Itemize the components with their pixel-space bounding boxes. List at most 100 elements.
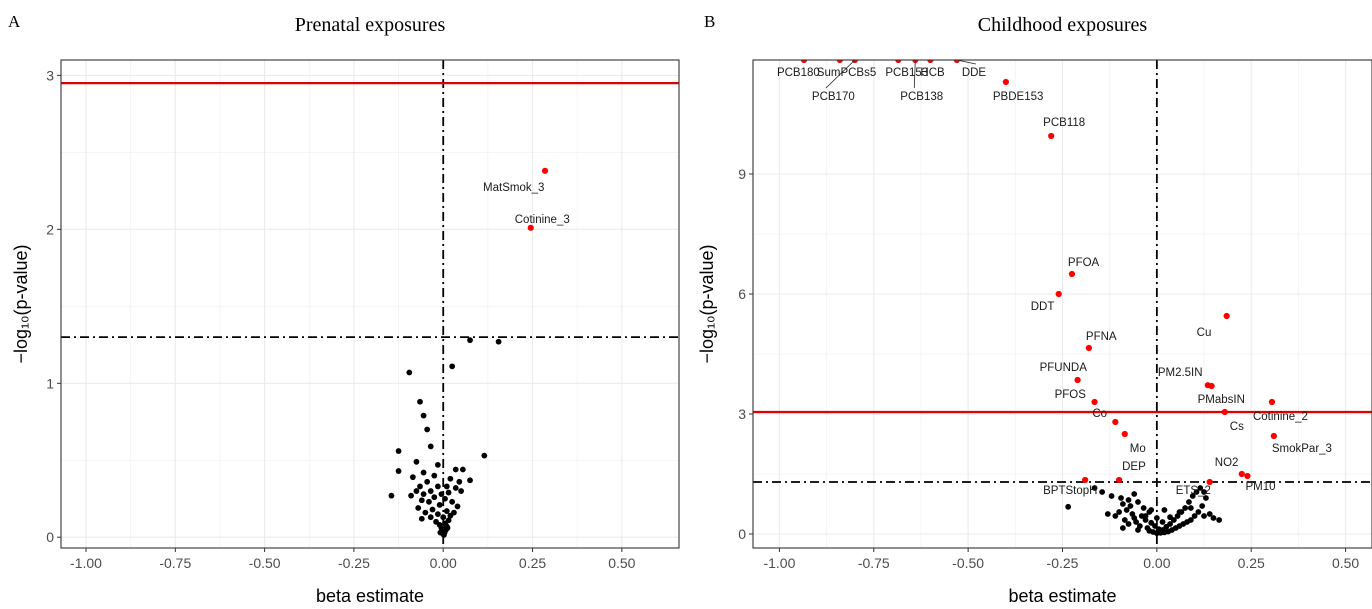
point-label: PM2.5IN bbox=[1158, 367, 1203, 379]
data-point bbox=[417, 398, 423, 405]
data-point bbox=[1131, 491, 1138, 497]
x-tick-label: -0.25 bbox=[1047, 555, 1079, 571]
data-point bbox=[447, 475, 454, 482]
data-point bbox=[444, 525, 451, 531]
data-point bbox=[420, 491, 427, 498]
data-point bbox=[434, 461, 441, 468]
data-point bbox=[442, 495, 448, 502]
point-label: BPTStopH bbox=[1043, 485, 1097, 497]
x-tick-label: -0.25 bbox=[338, 555, 370, 571]
data-point bbox=[1065, 503, 1072, 510]
data-point bbox=[1193, 489, 1200, 495]
significant-point bbox=[1206, 478, 1213, 486]
data-point bbox=[1119, 525, 1126, 531]
data-point bbox=[495, 338, 502, 345]
data-point bbox=[420, 412, 427, 419]
panel-letter: A bbox=[8, 12, 21, 31]
data-point bbox=[443, 483, 450, 490]
data-point bbox=[456, 478, 463, 485]
data-point bbox=[427, 443, 434, 450]
x-tick-label: -1.00 bbox=[70, 555, 102, 571]
plot-area: MatSmok_3 Cotinine_3 bbox=[61, 60, 679, 548]
y-tick-label: 2 bbox=[46, 221, 54, 237]
significant-point bbox=[1116, 476, 1123, 484]
point-label: PCB118 bbox=[1043, 117, 1085, 129]
point-label: PFOA bbox=[1068, 257, 1100, 269]
point-label: NO2 bbox=[1215, 457, 1239, 469]
data-point bbox=[1186, 499, 1192, 505]
data-point bbox=[1099, 489, 1106, 495]
significant-point bbox=[1074, 376, 1081, 384]
data-point bbox=[1152, 523, 1158, 529]
data-point bbox=[1201, 513, 1207, 519]
data-point bbox=[467, 477, 473, 484]
point-label: PCB153 bbox=[885, 67, 928, 79]
point-label: PFNA bbox=[1086, 331, 1117, 343]
significant-point bbox=[836, 60, 843, 64]
point-label: PCB170 bbox=[812, 91, 855, 103]
data-point bbox=[1189, 493, 1196, 499]
data-point bbox=[406, 369, 413, 376]
point-label: DDT bbox=[1031, 301, 1055, 313]
data-point bbox=[1144, 525, 1151, 531]
data-point bbox=[418, 515, 425, 522]
label-leader-line bbox=[913, 60, 916, 89]
data-point bbox=[438, 491, 445, 498]
data-point bbox=[408, 492, 414, 499]
data-point bbox=[426, 498, 432, 505]
chart-title: Childhood exposures bbox=[977, 14, 1148, 36]
x-tick-label: -0.75 bbox=[858, 555, 890, 571]
data-point bbox=[1125, 497, 1132, 503]
point-label: SmokPar_3 bbox=[1272, 443, 1332, 455]
significant-point bbox=[1085, 344, 1093, 352]
significant-point bbox=[1270, 432, 1277, 440]
data-point bbox=[1153, 515, 1160, 521]
significant-point bbox=[851, 60, 859, 64]
significant-point bbox=[1208, 382, 1215, 390]
data-point bbox=[1182, 505, 1189, 511]
y-tick-label: 9 bbox=[738, 166, 746, 182]
data-point bbox=[1191, 513, 1198, 519]
data-point bbox=[1135, 499, 1141, 505]
x-tick-label: -0.75 bbox=[159, 555, 191, 571]
x-tick-label: 0.00 bbox=[1143, 555, 1170, 571]
significant-point bbox=[1221, 408, 1228, 416]
data-point bbox=[467, 337, 473, 344]
point-label: PM10 bbox=[1245, 481, 1275, 493]
y-tick-label: 0 bbox=[738, 526, 746, 542]
plot-frame bbox=[752, 59, 1372, 549]
data-point bbox=[427, 488, 434, 494]
data-point bbox=[1091, 485, 1098, 491]
y-axis-label: −log₁₀(p-value) bbox=[11, 244, 31, 363]
panel-b: B Childhood exposures -1.00 -0.75 -0.50 -0.… bbox=[686, 0, 1372, 609]
point-label: PFOS bbox=[1055, 389, 1087, 401]
data-point bbox=[1148, 519, 1155, 526]
significant-point bbox=[1082, 476, 1089, 484]
data-point bbox=[1135, 527, 1141, 533]
data-point bbox=[1104, 511, 1111, 517]
data-point bbox=[434, 483, 441, 490]
data-point bbox=[1127, 503, 1134, 509]
data-point bbox=[1121, 517, 1128, 523]
panel-a: A Prenatal exposures -1.00 -0.75 -0.50 -0.2… bbox=[8, 12, 680, 606]
data-point bbox=[1118, 495, 1124, 501]
data-point bbox=[1197, 485, 1204, 491]
x-axis-label: beta estimate bbox=[316, 586, 424, 606]
point-label: Mo bbox=[1130, 443, 1146, 455]
significant-point bbox=[1048, 132, 1055, 140]
data-point bbox=[452, 466, 459, 473]
data-point bbox=[413, 488, 420, 494]
plot-background bbox=[61, 60, 679, 548]
significant-point bbox=[953, 60, 960, 64]
data-point bbox=[429, 506, 436, 513]
data-point bbox=[440, 514, 447, 521]
data-point bbox=[417, 483, 423, 490]
data-point bbox=[395, 468, 402, 474]
data-point bbox=[454, 503, 461, 510]
x-tick-label: -0.50 bbox=[952, 555, 984, 571]
point-label: Co bbox=[1092, 408, 1107, 420]
data-point bbox=[452, 485, 459, 491]
x-tick-label: 0.50 bbox=[608, 555, 635, 571]
data-point bbox=[436, 501, 443, 508]
data-point bbox=[434, 511, 441, 518]
